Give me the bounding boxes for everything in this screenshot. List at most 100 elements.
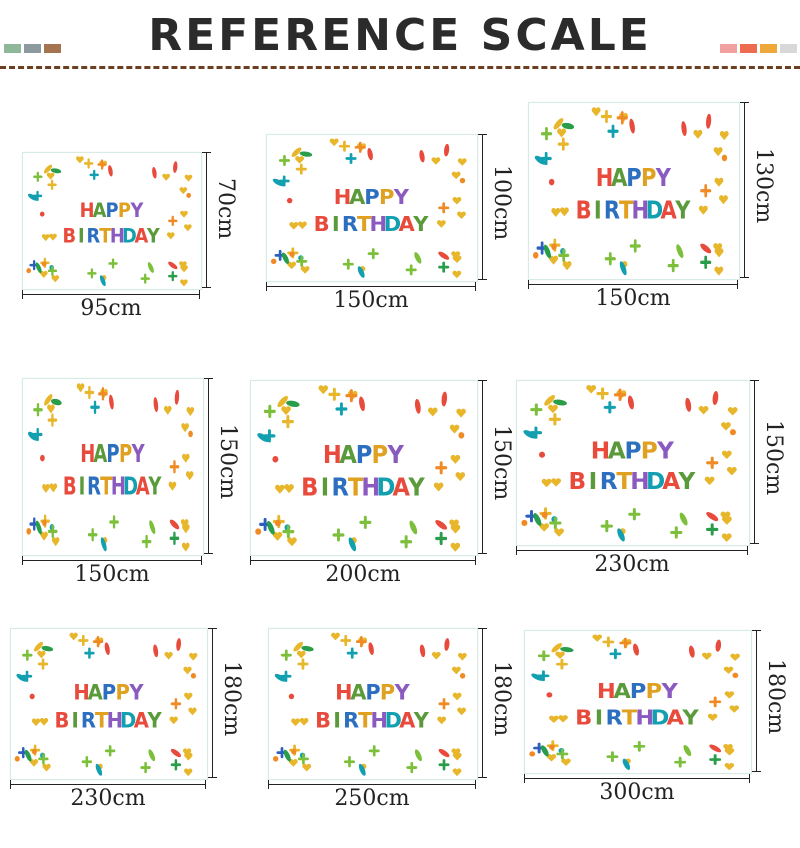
leaf-decoration: [560, 647, 574, 653]
cross-decoration: [345, 389, 358, 403]
banner-letter: I: [79, 473, 86, 502]
heart-decoration: [300, 266, 310, 274]
banner-letter: I: [595, 706, 603, 730]
heart-decoration: [719, 130, 729, 141]
banner-letter: I: [78, 226, 85, 248]
banner-letter: T: [616, 468, 632, 495]
dot-decoration: [721, 154, 728, 162]
banner-letter: P: [365, 679, 380, 704]
leaf-decoration: [531, 673, 544, 681]
heart-decoration: [714, 248, 724, 258]
banner-letter: Y: [674, 197, 690, 225]
banner-letter: Y: [412, 212, 429, 236]
banner-letter: Y: [394, 679, 411, 704]
cross-decoration: [604, 252, 616, 266]
banner-letter: P: [364, 185, 379, 209]
heart-decoration: [452, 752, 462, 761]
leaf-decoration: [44, 394, 53, 406]
cross-decoration: [168, 215, 178, 226]
heart-decoration: [452, 255, 462, 264]
cross-decoration: [170, 759, 182, 771]
heart-decoration: [541, 478, 552, 488]
cross-decoration: [32, 190, 43, 202]
banner-letter: T: [348, 472, 364, 501]
heart-decoration: [69, 632, 78, 641]
leaf-decoration: [170, 748, 182, 758]
dot-decoration: [190, 673, 196, 679]
heart-decoration: [180, 210, 188, 218]
heart-decoration: [592, 634, 603, 642]
heart-decoration: [561, 758, 571, 766]
cross-decoration: [616, 111, 628, 125]
banner-letter: I: [594, 197, 602, 225]
heart-decoration: [331, 632, 340, 641]
heart-decoration: [701, 652, 712, 660]
heart-decoration: [431, 651, 441, 660]
leaf-decoration: [274, 673, 286, 682]
banner-letter: D: [377, 472, 396, 501]
leaf-decoration: [277, 395, 288, 408]
heart-decoration: [189, 652, 198, 661]
width-label: 300cm: [599, 780, 675, 805]
leaf-decoration: [706, 512, 719, 522]
heart-decoration: [449, 424, 460, 434]
cross-decoration: [346, 647, 358, 659]
heart-decoration: [37, 650, 46, 659]
heart-decoration: [451, 666, 461, 675]
heart-decoration: [29, 759, 39, 767]
leaf-decoration: [523, 430, 536, 439]
dot-decoration: [521, 519, 528, 526]
right-color-swatches: [720, 44, 797, 53]
heart-decoration: [163, 405, 172, 415]
banner-letter: H: [73, 680, 89, 705]
banner-letter: P: [105, 200, 118, 222]
leaf-decoration: [438, 251, 450, 260]
dot-decoration: [289, 251, 295, 257]
leaf-decoration: [444, 638, 450, 651]
heart-decoration: [451, 748, 461, 757]
heart-decoration: [49, 483, 58, 493]
cross-decoration: [343, 756, 356, 768]
banner-letter: Y: [407, 472, 425, 501]
banner-letter: Y: [130, 200, 144, 222]
banner-letter: Y: [131, 440, 146, 469]
cross-decoration: [295, 163, 307, 175]
leaf-decoration: [622, 758, 631, 770]
height-dimension-line: [740, 102, 749, 278]
heart-decoration: [548, 404, 558, 414]
height-dimension-line: [478, 628, 487, 778]
heart-decoration: [693, 129, 703, 139]
banner-letter: B: [314, 212, 330, 236]
banner-letter: Y: [393, 185, 410, 209]
heart-decoration: [456, 408, 466, 418]
heart-decoration: [457, 652, 467, 661]
leaf-decoration: [627, 395, 634, 410]
banner-letter: R: [87, 473, 101, 502]
width-label: 200cm: [325, 562, 401, 587]
leaf-decoration: [281, 252, 290, 264]
heart-decoration: [457, 707, 467, 716]
banner-letter: T: [95, 708, 108, 733]
cross-decoration: [87, 528, 98, 542]
banner-letter: P: [630, 680, 647, 704]
banner-letter: Y: [148, 473, 163, 502]
cross-decoration: [78, 634, 89, 647]
banner-letter: I: [333, 707, 341, 732]
width-dimension-line: [528, 280, 738, 289]
heart-decoration: [558, 715, 568, 723]
dot-decoration: [529, 751, 536, 757]
page-title: REFERENCE SCALE: [148, 10, 652, 61]
leaf-decoration: [168, 261, 178, 270]
heart-decoration: [162, 173, 170, 181]
cross-decoration: [47, 265, 58, 276]
heart-decoration: [450, 524, 461, 534]
cross-decoration: [84, 647, 95, 659]
heart-decoration: [591, 107, 601, 117]
heart-decoration: [289, 222, 299, 230]
cross-decoration: [367, 248, 379, 260]
leaf-decoration: [149, 520, 156, 535]
cross-decoration: [297, 753, 309, 765]
banner-letter: H: [80, 200, 95, 222]
